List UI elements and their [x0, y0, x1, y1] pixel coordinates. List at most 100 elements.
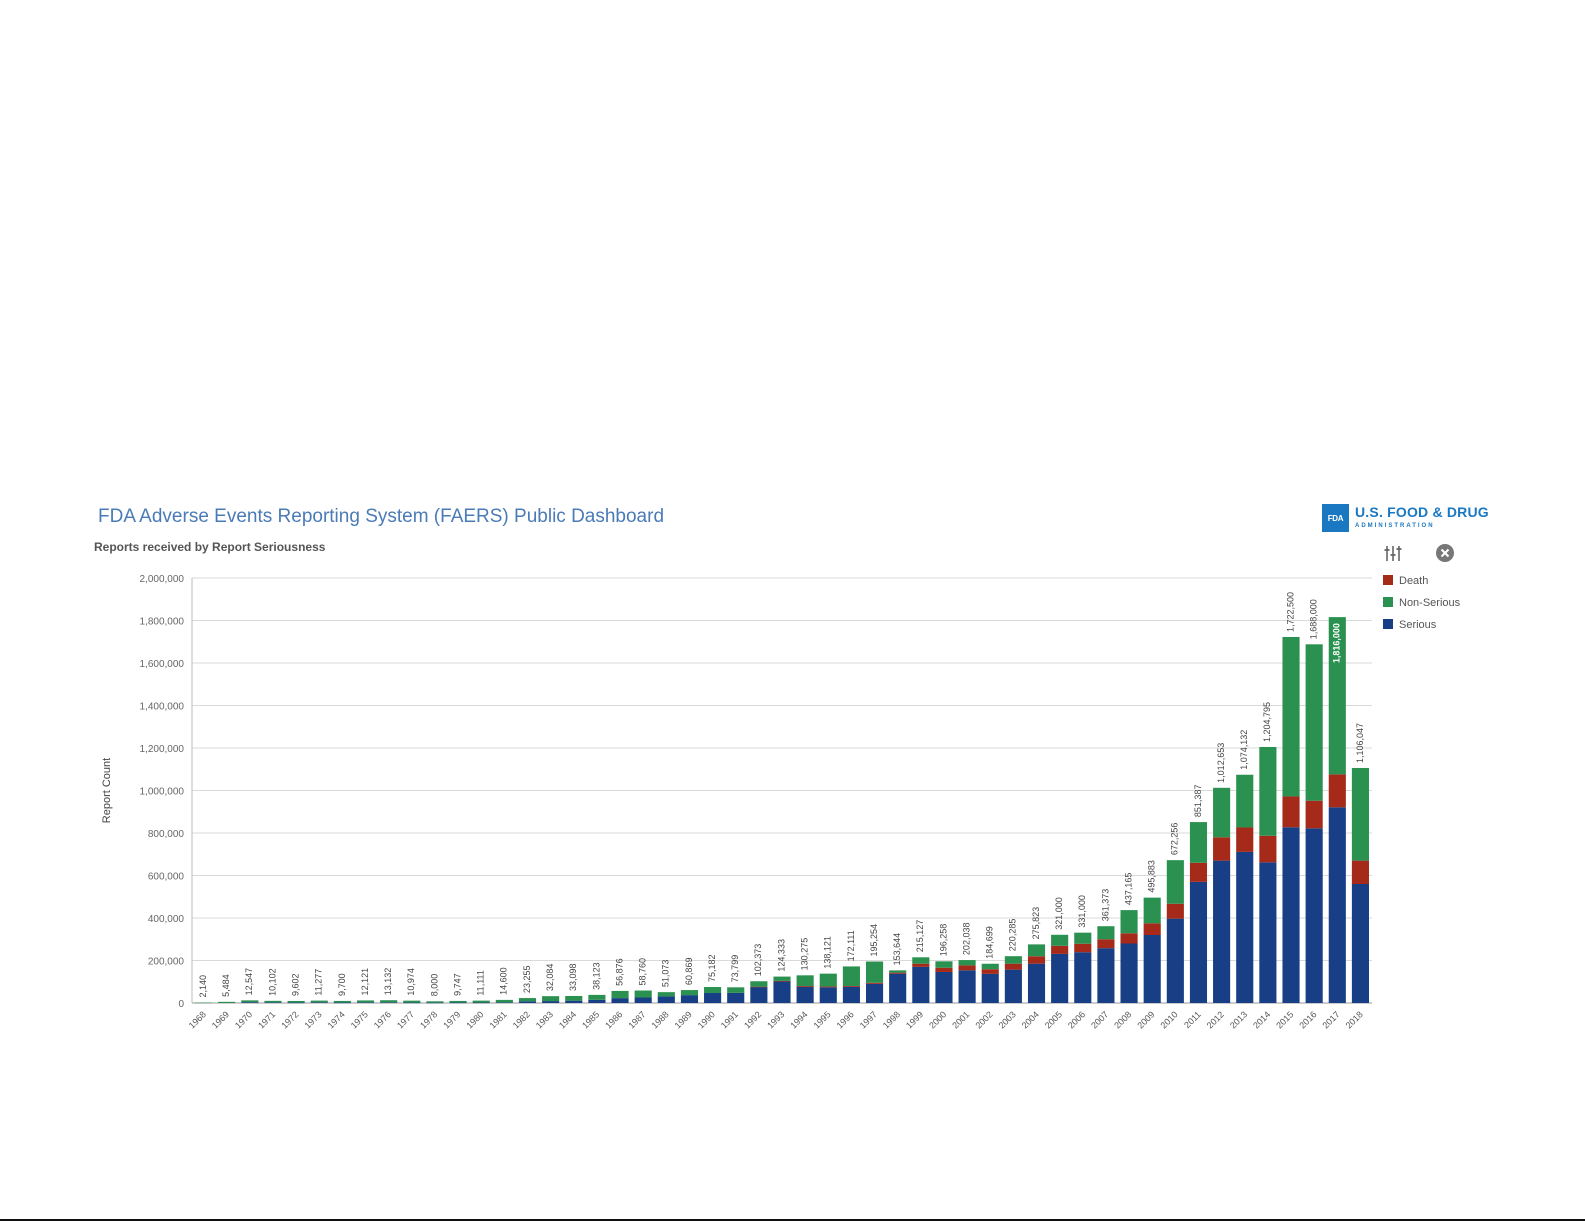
bar-total-label: 124,333	[776, 939, 786, 972]
bar-segment-serious	[1004, 969, 1022, 1003]
x-tick-label: 1999	[904, 1009, 925, 1030]
bar-segment-non-serious	[1074, 932, 1092, 944]
x-tick-label: 1984	[557, 1009, 578, 1030]
bar-segment-serious	[634, 997, 652, 1003]
bar-segment-serious	[1213, 860, 1231, 1003]
bar-total-label: 60,869	[684, 958, 694, 986]
bar-segment-death	[1143, 923, 1161, 935]
bar-total-label: 1,106,047	[1355, 723, 1365, 763]
x-tick-label: 2012	[1205, 1009, 1226, 1030]
y-tick-label: 1,000,000	[140, 787, 185, 798]
bar-total-label: 8,000	[429, 974, 439, 997]
x-tick-label: 2007	[1089, 1009, 1110, 1030]
bar-segment-non-serious	[912, 957, 930, 964]
bar-segment-serious	[1120, 943, 1138, 1003]
bar-segment-serious	[727, 992, 745, 1003]
bar-total-label: 153,644	[892, 933, 902, 966]
bar-segment-non-serious	[356, 1000, 375, 1003]
bar-segment-serious	[241, 1002, 259, 1003]
bar-total-label: 184,699	[985, 926, 995, 959]
bar-segment-non-serious	[1097, 926, 1115, 940]
close-circle-icon[interactable]	[1435, 543, 1455, 563]
bar-total-label: 215,127	[915, 920, 925, 953]
bar-segment-serious	[1097, 948, 1115, 1003]
x-tick-label: 2011	[1182, 1009, 1203, 1030]
x-tick-label: 1974	[326, 1009, 347, 1030]
bar-segment-serious	[704, 993, 722, 1003]
x-tick-label: 1972	[279, 1009, 300, 1030]
x-tick-label: 1994	[788, 1009, 809, 1030]
bar-segment-non-serious	[1051, 934, 1069, 946]
bar-total-label: 1,204,795	[1262, 702, 1272, 742]
bar-segment-non-serious	[842, 966, 860, 986]
y-tick-label: 2,000,000	[140, 574, 185, 585]
bar-segment-non-serious	[981, 963, 999, 970]
bar-total-label: 331,000	[1077, 895, 1087, 928]
x-tick-label: 1990	[696, 1009, 717, 1030]
y-tick-label: 0	[178, 999, 184, 1010]
y-tick-label: 1,600,000	[140, 659, 185, 670]
bar-total-label: 13,132	[383, 968, 393, 996]
x-tick-label: 1988	[649, 1009, 670, 1030]
bar-total-label: 202,038	[961, 923, 971, 956]
y-tick-label: 200,000	[148, 957, 185, 968]
bar-segment-serious	[935, 971, 953, 1003]
bar-segment-serious	[565, 1000, 583, 1003]
sliders-icon[interactable]	[1383, 543, 1405, 563]
bar-segment-non-serious	[1166, 860, 1184, 904]
bar-segment-serious	[842, 986, 860, 1003]
x-tick-label: 2015	[1274, 1009, 1295, 1030]
bar-segment-serious	[449, 1002, 467, 1004]
bar-segment-serious	[1189, 881, 1208, 1003]
bar-segment-death	[1074, 943, 1092, 953]
bar-segment-serious	[287, 1002, 305, 1004]
x-tick-label: 1997	[858, 1009, 879, 1030]
bar-segment-non-serious	[1120, 910, 1138, 934]
bar-segment-serious	[264, 1002, 282, 1003]
bar-segment-death	[958, 965, 976, 971]
x-tick-label: 1991	[719, 1009, 740, 1030]
x-tick-label: 2017	[1320, 1009, 1341, 1030]
bar-segment-non-serious	[1305, 644, 1323, 801]
bar-total-label: 23,255	[522, 966, 532, 994]
bar-total-label: 195,254	[869, 924, 879, 957]
bar-total-label: 5,484	[221, 974, 231, 997]
bar-segment-death	[1259, 835, 1277, 863]
bar-total-label: 58,760	[638, 958, 648, 986]
x-tick-label: 2005	[1043, 1009, 1064, 1030]
bar-segment-non-serious	[565, 995, 583, 1001]
bar-segment-serious	[680, 995, 699, 1003]
bar-segment-serious	[472, 1002, 490, 1004]
bar-segment-non-serious	[727, 987, 745, 993]
bar-total-label: 172,111	[846, 930, 856, 961]
y-tick-label: 1,400,000	[140, 702, 185, 713]
bar-total-label: 9,602	[290, 973, 300, 996]
legend-label: Non-Serious	[1399, 597, 1461, 609]
legend-label: Serious	[1399, 619, 1437, 631]
bar-segment-death	[1189, 862, 1208, 882]
bar-total-label: 495,883	[1147, 860, 1157, 893]
bar-total-label: 220,285	[1008, 919, 1018, 952]
bar-total-label: 196,258	[938, 924, 948, 957]
bar-segment-serious	[1236, 851, 1254, 1003]
bar-segment-serious	[796, 986, 814, 1003]
bar-total-label: 9,747	[452, 973, 462, 996]
bar-segment-non-serious	[796, 975, 814, 986]
bar-segment-non-serious	[1143, 897, 1161, 924]
x-tick-label: 2006	[1066, 1009, 1087, 1030]
bar-segment-serious	[889, 973, 907, 1003]
bar-segment-death	[1351, 860, 1369, 884]
x-tick-label: 1996	[835, 1009, 856, 1030]
legend-swatch	[1383, 597, 1393, 607]
x-tick-label: 1973	[302, 1009, 323, 1030]
bar-segment-non-serious	[1328, 617, 1346, 775]
bar-total-label: 1,816,000	[1332, 623, 1342, 663]
bar-segment-serious	[1305, 828, 1323, 1003]
bar-total-label: 2,140	[198, 975, 208, 998]
bar-segment-death	[1305, 800, 1323, 829]
x-tick-label: 1975	[349, 1009, 370, 1030]
x-tick-label: 2009	[1135, 1009, 1156, 1030]
bar-segment-non-serious	[889, 970, 907, 973]
bar-segment-serious	[1074, 952, 1092, 1003]
bar-segment-non-serious	[449, 1000, 467, 1003]
